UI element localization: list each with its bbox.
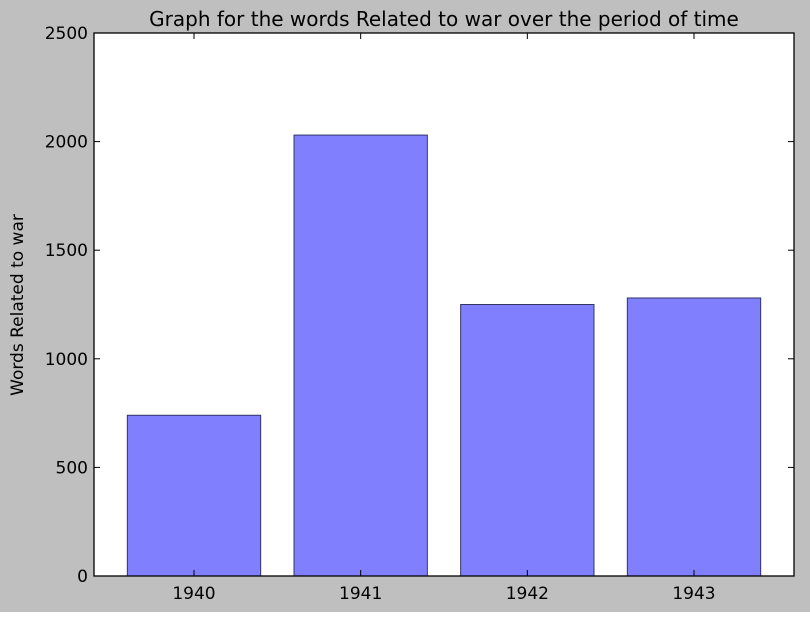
y-tick-label-2000: 2000 xyxy=(45,133,88,153)
bars-group xyxy=(126,134,762,577)
bar-1942 xyxy=(460,304,595,577)
y-tick-label-1000: 1000 xyxy=(45,350,88,370)
y-tick-label-500: 500 xyxy=(56,458,88,478)
y-tick-label-2500: 2500 xyxy=(45,24,88,44)
plot-frame xyxy=(93,32,795,577)
x-tick-label-1940: 1940 xyxy=(172,584,215,604)
y-axis-ticks: 0 500 1000 1500 2000 2500 xyxy=(45,24,794,587)
x-tick-label-1943: 1943 xyxy=(672,584,715,604)
y-axis-title: Words Related to war xyxy=(8,214,28,396)
x-axis-ticks: 1940 1941 1942 1943 xyxy=(172,33,716,604)
bar-1940 xyxy=(126,414,262,577)
chart-title: Graph for the words Related to war over … xyxy=(149,7,739,31)
bar-1941 xyxy=(293,134,428,577)
bar-1943 xyxy=(626,297,762,577)
x-tick-label-1941: 1941 xyxy=(339,584,382,604)
x-tick-label-1942: 1942 xyxy=(506,584,549,604)
y-tick-label-0: 0 xyxy=(77,567,88,587)
y-tick-label-1500: 1500 xyxy=(45,241,88,261)
